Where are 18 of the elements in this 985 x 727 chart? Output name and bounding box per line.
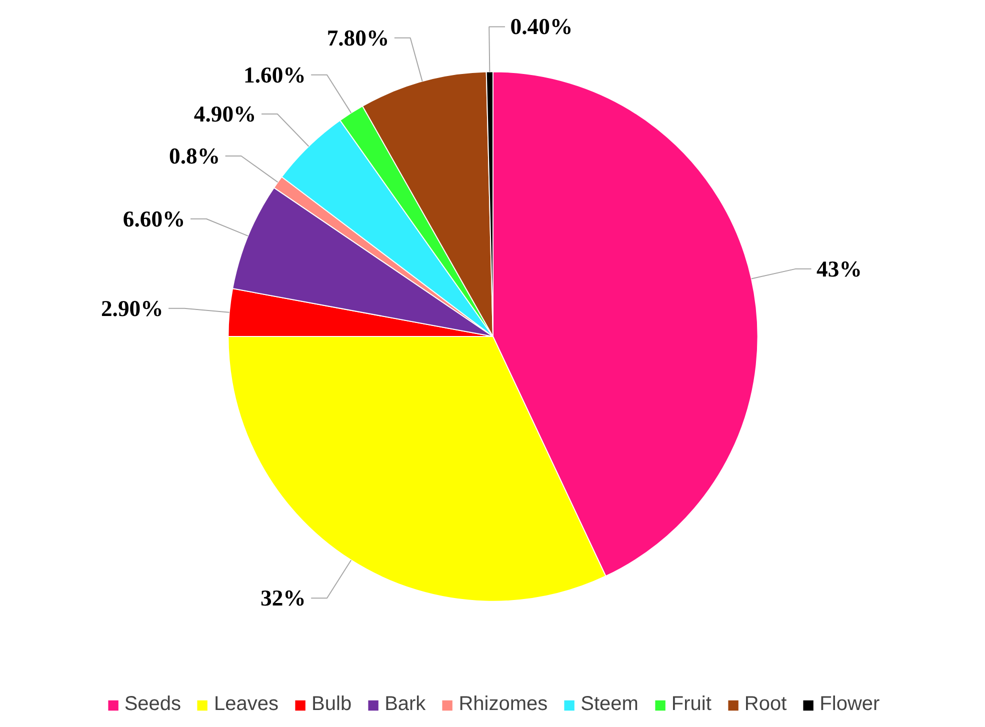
legend-label: Flower bbox=[820, 693, 880, 716]
legend-label: Bark bbox=[384, 693, 426, 716]
data-label: 32% bbox=[260, 586, 306, 611]
data-label: 0.40% bbox=[510, 14, 573, 40]
data-label: 7.80% bbox=[326, 25, 390, 50]
legend-label: Seeds bbox=[124, 693, 182, 716]
legend-label: Root bbox=[744, 693, 787, 716]
legend-label: Rhizomes bbox=[458, 693, 548, 716]
legend-label: Bulb bbox=[312, 693, 352, 716]
data-label: 43% bbox=[816, 256, 862, 282]
data-label: 6.60% bbox=[122, 206, 186, 232]
legend-label: Fruit bbox=[671, 693, 712, 716]
legend-label: Steem bbox=[580, 693, 638, 716]
data-label: 1.60% bbox=[243, 62, 306, 88]
data-label: 0.8% bbox=[169, 143, 220, 168]
data-label: 4.90% bbox=[194, 102, 256, 127]
legend-label: Leaves bbox=[214, 693, 279, 716]
data-label: 2.90% bbox=[100, 296, 164, 321]
